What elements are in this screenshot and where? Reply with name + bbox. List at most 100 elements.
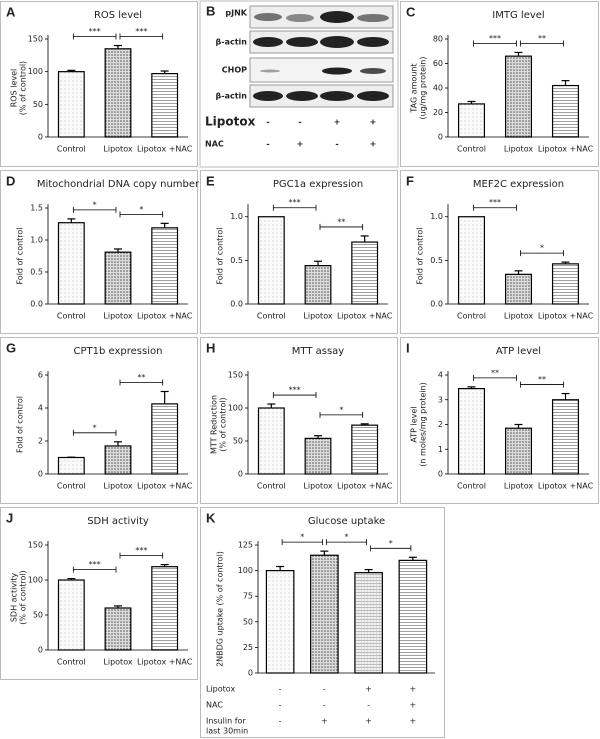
blot-row-label: β-actin [216,38,248,47]
panel-border [199,0,399,168]
x-tick-label: Control [457,482,486,491]
y-tick-label: 0 [38,470,43,479]
bar [504,273,533,305]
y-tick-label: 100 [228,404,243,413]
significance-label: * [345,533,349,542]
y-tick-label: 0.0 [30,300,43,309]
y-tick-label: 125 [238,541,253,550]
x-tick-label: Lipotox [504,145,533,154]
x-tick-label: Control [257,482,286,491]
treatment-sign: - [266,140,269,149]
blot-panel: B [199,0,399,168]
x-tick-label: Lipotox [504,482,533,491]
y-tick-label: 0 [438,133,443,142]
significance-label: * [139,205,143,214]
chart-title: MEF2C expression [473,179,564,190]
condition-sign: - [279,701,282,710]
treatment-sign: - [335,140,338,149]
y-tick-label: 25 [243,643,253,652]
significance-label: ** [538,34,546,43]
chart-title: SDH activity [87,516,149,527]
blot-row-label: β-actin [216,92,248,101]
y-tick-label: 100 [238,566,253,575]
y-tick-label: 3 [438,395,443,404]
treatment-label: NAC [205,140,224,149]
treatment-sign: + [334,118,341,127]
treatment-sign: - [266,118,269,127]
panel-letter: H [206,340,215,355]
y-tick-label: 50 [243,617,253,626]
x-tick-label: Control [57,658,86,667]
x-tick-label: Lipotox +NAC [137,658,193,667]
y-tick-label: 2 [438,420,443,429]
treatment-sign: + [370,140,377,149]
y-tick-label: 150 [28,541,43,550]
x-tick-label: Lipotox [303,312,332,321]
bar [354,572,383,674]
condition-sign: + [410,685,417,694]
bar [104,251,132,305]
bar [551,399,580,475]
x-tick-label: Lipotox [103,482,132,491]
y-tick-label: 20 [433,108,443,117]
condition-label: NAC [206,701,223,710]
chart-title: Glucose uptake [308,516,385,527]
panel-letter: J [6,510,13,525]
y-tick-label: 80 [433,35,443,44]
significance-label: ** [491,368,499,377]
condition-sign: + [410,701,417,710]
significance-label: *** [135,546,147,555]
panel-letter: G [6,340,16,355]
panel-border [0,1,198,167]
y-axis-label: (% of control) [219,397,228,451]
y-axis-label: Fold of control [416,227,425,284]
bar [304,437,332,475]
condition-sign: - [323,701,326,710]
y-axis-label: Fold of control [16,227,25,284]
y-axis-label: TAG amount [410,63,419,113]
panel-border [0,507,198,680]
y-tick-label: 0 [38,133,43,142]
y-tick-label: 150 [228,371,243,380]
condition-label: Insulin for [206,717,246,726]
treatment-sign: + [370,118,377,127]
x-tick-label: Lipotox +NAC [538,145,594,154]
y-tick-label: 1.5 [30,204,43,213]
condition-sign: - [323,685,326,694]
x-tick-label: Lipotox [303,482,332,491]
bar [151,566,179,651]
chart-title: ROS level [94,10,142,21]
condition-label: last 30min [206,727,248,736]
bar [104,607,132,651]
panel-border [0,337,198,504]
y-tick-label: 60 [433,59,443,68]
significance-label: *** [89,560,101,569]
blot-row-label: CHOP [222,66,247,75]
blot-row-label: pJNK [225,9,247,18]
bar [504,55,533,138]
treatment-label: Lipotox [205,115,256,129]
bar [151,227,179,305]
panel-border [200,337,398,504]
x-tick-label: Control [457,312,486,321]
x-tick-label: Lipotox +NAC [538,482,594,491]
bar [457,216,486,305]
bar [104,48,132,138]
y-tick-label: 75 [243,592,253,601]
bands [253,11,389,101]
bar [57,71,85,138]
panel-border [400,170,599,334]
bar [57,579,85,651]
y-axis-label: Fold of control [216,227,225,284]
y-tick-label: 50 [33,100,43,109]
significance-label: * [93,200,97,209]
y-tick-label: 1.0 [30,236,43,245]
y-tick-label: 1 [438,445,443,454]
x-tick-label: Lipotox +NAC [538,312,594,321]
y-tick-label: 4 [438,371,443,380]
significance-label: * [540,244,544,253]
x-tick-label: Control [57,312,86,321]
bar [104,445,132,475]
y-tick-label: 40 [433,84,443,93]
panel-letter: A [6,4,16,19]
